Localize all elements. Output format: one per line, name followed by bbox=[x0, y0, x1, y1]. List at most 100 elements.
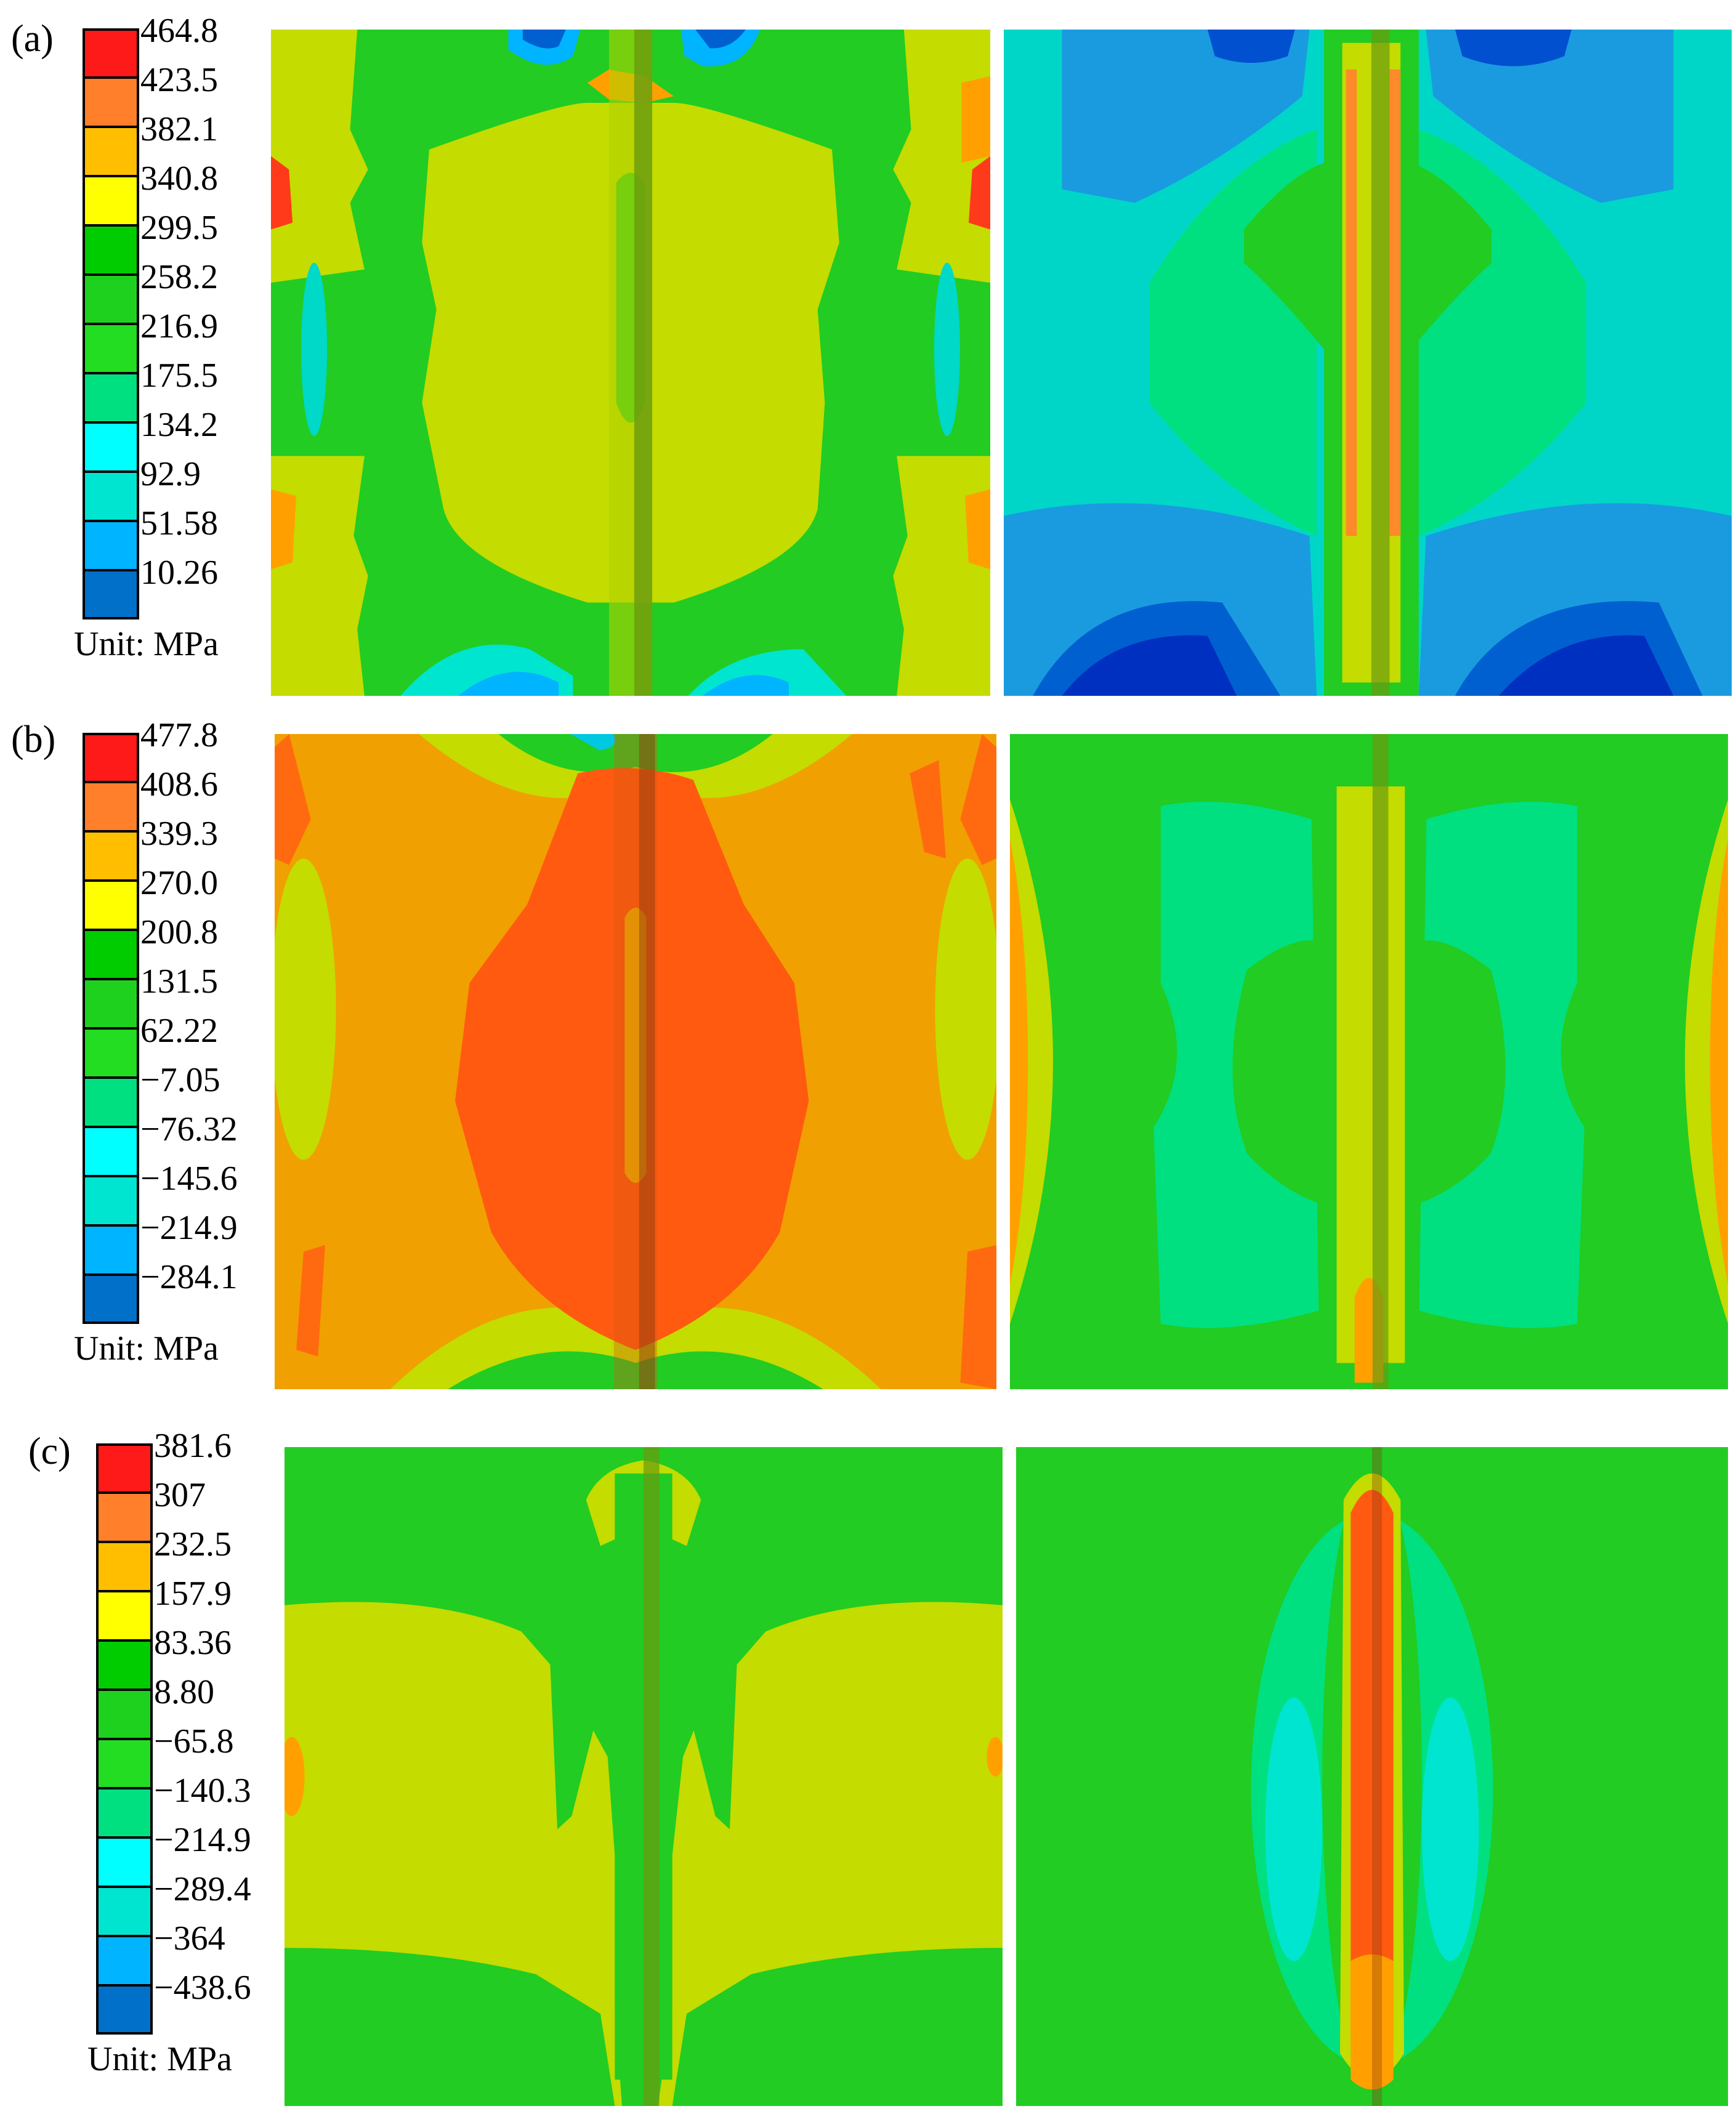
legend-separator bbox=[96, 1787, 153, 1789]
legend-swatch bbox=[96, 1690, 153, 1739]
legend-swatch bbox=[96, 1493, 153, 1542]
legend-unit-label: Unit: MPa bbox=[74, 625, 219, 663]
legend-separator bbox=[96, 1836, 153, 1839]
legend-tick-label: 216.9 bbox=[140, 307, 218, 345]
legend-swatch bbox=[83, 1127, 139, 1176]
panel-b-right-contour bbox=[1010, 734, 1728, 1389]
legend-separator bbox=[96, 1984, 153, 1987]
legend-tick-label: 477.8 bbox=[140, 716, 218, 754]
legend-separator bbox=[83, 1175, 139, 1177]
legend-tick-label: −364 bbox=[154, 1919, 225, 1958]
legend-separator bbox=[83, 372, 139, 374]
panel-b-label: (b) bbox=[11, 719, 56, 760]
legend-separator bbox=[83, 929, 139, 931]
legend-swatch bbox=[96, 1936, 153, 1985]
legend-swatch bbox=[83, 373, 139, 422]
legend-swatch bbox=[83, 1225, 139, 1275]
legend-swatch bbox=[83, 472, 139, 521]
legend-swatch bbox=[83, 782, 139, 831]
legend-separator bbox=[96, 1738, 153, 1740]
legend-tick-label: 258.2 bbox=[140, 258, 218, 296]
legend-tick-label: 175.5 bbox=[140, 357, 218, 395]
legend-swatch bbox=[96, 1443, 153, 1493]
legend-swatch bbox=[83, 570, 139, 619]
legend-separator bbox=[96, 1886, 153, 1888]
legend-separator bbox=[83, 421, 139, 424]
legend-swatch bbox=[83, 831, 139, 881]
legend-tick-label: −140.3 bbox=[154, 1772, 251, 1810]
legend-tick-label: −289.4 bbox=[154, 1870, 251, 1908]
legend-swatch bbox=[96, 1739, 153, 1788]
legend-separator bbox=[96, 1639, 153, 1642]
legend-swatch bbox=[83, 979, 139, 1028]
panel-c-right-contour bbox=[1016, 1447, 1728, 2106]
legend-swatch bbox=[96, 1542, 153, 1591]
legend-unit-label: Unit: MPa bbox=[87, 2040, 232, 2078]
legend-tick-label: −214.9 bbox=[154, 1821, 251, 1859]
legend-separator bbox=[83, 126, 139, 128]
panel-c-legend: 381.6 307 232.5 157.9 83.36 8.80 −65.8 −140.3 −2… bbox=[87, 1429, 293, 2108]
legend-tick-label: 134.2 bbox=[140, 406, 218, 444]
legend-separator bbox=[96, 1541, 153, 1543]
legend-tick-label: 131.5 bbox=[140, 962, 218, 1001]
legend-separator bbox=[83, 830, 139, 833]
panel-a-right-contour bbox=[1004, 30, 1732, 696]
legend-tick-label: 83.36 bbox=[154, 1624, 232, 1662]
legend-tick-label: 382.1 bbox=[140, 110, 218, 148]
legend-swatch bbox=[96, 1838, 153, 1887]
legend-tick-label: −76.32 bbox=[140, 1110, 238, 1148]
legend-separator bbox=[83, 569, 139, 571]
legend-tick-label: 299.5 bbox=[140, 209, 218, 247]
legend-separator bbox=[83, 76, 139, 79]
legend-tick-label: 340.8 bbox=[140, 159, 218, 198]
panel-b-legend: 477.8 408.6 339.3 270.0 200.8 131.5 62.22 −7.05… bbox=[74, 718, 280, 1398]
legend-swatch bbox=[83, 225, 139, 275]
legend-swatch bbox=[83, 521, 139, 570]
panel-a-left-contour bbox=[271, 30, 990, 696]
legend-swatch bbox=[96, 1887, 153, 1936]
legend-tick-label: 200.8 bbox=[140, 913, 218, 951]
legend-tick-label: 62.22 bbox=[140, 1012, 218, 1050]
panel-c-left-contour bbox=[285, 1447, 1003, 2106]
legend-swatch bbox=[83, 1078, 139, 1127]
legend-separator bbox=[83, 273, 139, 276]
legend-separator bbox=[83, 520, 139, 522]
legend-swatch bbox=[83, 127, 139, 176]
legend-tick-label: 464.8 bbox=[140, 12, 218, 50]
legend-separator bbox=[83, 323, 139, 325]
legend-swatch bbox=[83, 1028, 139, 1078]
legend-tick-label: 10.26 bbox=[140, 554, 218, 592]
legend-separator bbox=[96, 1935, 153, 1937]
legend-tick-label: 8.80 bbox=[154, 1673, 214, 1711]
legend-tick-label: −284.1 bbox=[140, 1258, 238, 1296]
legend-tick-label: 92.9 bbox=[140, 455, 201, 493]
legend-separator bbox=[83, 175, 139, 177]
legend-separator bbox=[83, 781, 139, 783]
legend-swatch bbox=[83, 1176, 139, 1225]
legend-tick-label: −214.9 bbox=[140, 1209, 238, 1247]
legend-swatch bbox=[83, 422, 139, 472]
legend-separator bbox=[96, 1590, 153, 1592]
legend-separator bbox=[83, 879, 139, 882]
legend-swatch bbox=[96, 1591, 153, 1640]
legend-separator bbox=[83, 224, 139, 227]
legend-swatch bbox=[83, 78, 139, 127]
legend-tick-label: −65.8 bbox=[154, 1722, 234, 1761]
legend-separator bbox=[96, 1688, 153, 1691]
legend-separator bbox=[83, 470, 139, 473]
legend-separator bbox=[83, 978, 139, 980]
legend-separator bbox=[83, 1224, 139, 1227]
panel-a-legend: 464.8 423.5 382.1 340.8 299.5 258.2 216.9 175.5… bbox=[74, 14, 267, 693]
legend-swatch bbox=[96, 1640, 153, 1690]
legend-tick-label: 270.0 bbox=[140, 864, 218, 902]
legend-tick-label: 307 bbox=[154, 1476, 206, 1514]
legend-swatch bbox=[83, 930, 139, 979]
legend-separator bbox=[83, 1076, 139, 1079]
legend-separator bbox=[83, 1027, 139, 1030]
legend-separator bbox=[83, 1273, 139, 1276]
panel-c-label: (c) bbox=[28, 1430, 71, 1472]
legend-swatch bbox=[83, 324, 139, 373]
legend-tick-label: −145.6 bbox=[140, 1160, 238, 1198]
legend-separator bbox=[83, 1126, 139, 1128]
legend-swatch bbox=[83, 881, 139, 930]
